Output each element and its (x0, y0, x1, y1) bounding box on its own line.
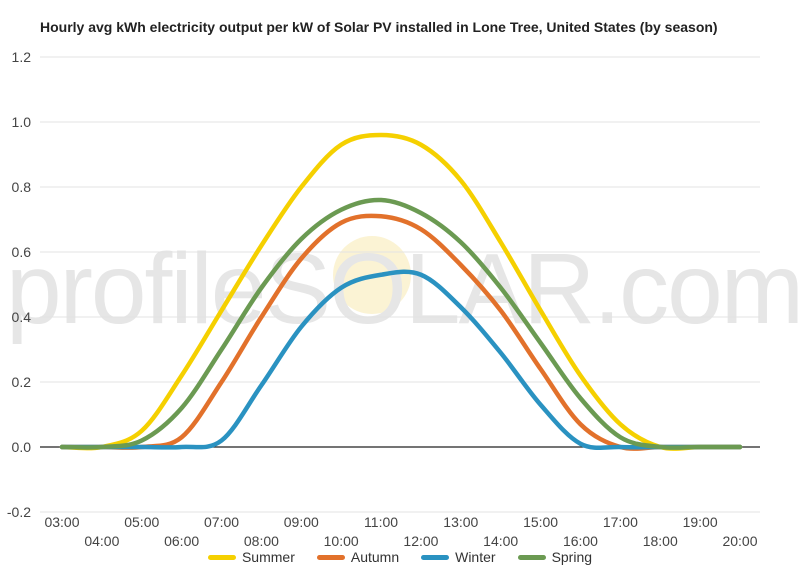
x-tick-label: 19:00 (683, 514, 718, 530)
y-tick-label: 0.2 (12, 374, 32, 390)
y-tick-label: 1.2 (12, 49, 32, 65)
x-tick-label: 07:00 (204, 514, 239, 530)
legend-label: Winter (455, 549, 496, 565)
x-tick-label: 15:00 (523, 514, 558, 530)
legend-label: Spring (551, 549, 593, 565)
x-tick-label: 18:00 (643, 533, 678, 549)
legend-item-autumn: Autumn (316, 549, 400, 565)
x-tick-label: 09:00 (284, 514, 319, 530)
x-tick-label: 14:00 (483, 533, 518, 549)
series-line-winter (59, 269, 743, 451)
x-tick-label: 10:00 (324, 533, 359, 549)
y-axis-ticks: 1.2 1.0 0.8 0.6 0.4 0.2 0.0 -0.2 (7, 49, 31, 520)
y-tick-label: 0.0 (12, 439, 32, 455)
legend-item-winter: Winter (421, 549, 496, 565)
x-tick-label: 16:00 (563, 533, 598, 549)
legend-swatch (421, 554, 450, 560)
legend-swatch (316, 554, 345, 560)
series-lines (59, 132, 743, 451)
x-axis-ticks: 03:00 04:00 05:00 06:00 07:00 08:00 09:00 10:00… (44, 514, 757, 549)
series-line-summer (59, 132, 743, 451)
legend: Summer Autumn Winter Spring (0, 549, 800, 565)
x-tick-label: 12:00 (403, 533, 438, 549)
x-tick-label: 11:00 (364, 514, 398, 530)
chart-title: Hourly avg kWh electricity output per kW… (40, 19, 718, 35)
y-tick-label: -0.2 (7, 504, 31, 520)
y-tick-label: 0.8 (12, 179, 32, 195)
x-tick-label: 06:00 (164, 533, 199, 549)
series-line-spring (59, 197, 743, 450)
x-tick-label: 03:00 (44, 514, 79, 530)
y-tick-label: 0.6 (12, 244, 32, 260)
x-tick-label: 04:00 (84, 533, 119, 549)
x-tick-label: 17:00 (603, 514, 638, 530)
x-tick-label: 05:00 (124, 514, 159, 530)
series-line-autumn (59, 213, 743, 451)
y-tick-label: 1.0 (12, 114, 32, 130)
legend-item-spring: Spring (517, 549, 593, 565)
y-tick-label: 0.4 (12, 309, 32, 325)
x-tick-label: 13:00 (443, 514, 478, 530)
legend-label: Autumn (350, 549, 400, 565)
legend-swatch (207, 554, 236, 560)
legend-label: Summer (241, 549, 295, 565)
x-tick-label: 20:00 (722, 533, 757, 549)
legend-swatch (517, 554, 546, 560)
x-tick-label: 08:00 (244, 533, 279, 549)
legend-item-summer: Summer (207, 549, 295, 565)
